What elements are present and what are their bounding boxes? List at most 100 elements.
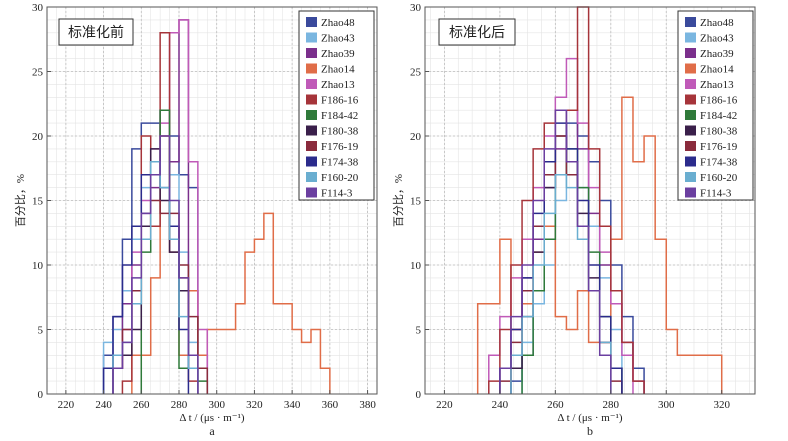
legend-swatch-f174-38: [306, 156, 317, 167]
legend-label-zhao39: Zhao39: [321, 48, 355, 60]
legend-swatch-f160-20: [306, 172, 317, 182]
chart-title: 标准化后: [449, 25, 505, 41]
legend-label-zhao39: Zhao39: [700, 48, 734, 60]
legend-label-f160-20: F160-20: [321, 172, 359, 184]
legend: Zhao48 Zhao43 Zhao39 Zhao14 Zhao13 F186-16 F18…: [677, 10, 754, 201]
y-tick-label: 30: [32, 2, 44, 14]
legend-label-f174-38: F174-38: [700, 157, 738, 169]
chart-title: 标准化前: [68, 24, 124, 41]
y-tick-label: 5: [416, 325, 422, 337]
y-tick-label: 10: [410, 260, 422, 272]
y-tick-label: 0: [38, 389, 44, 401]
series-f176-19-line: [112, 199, 209, 394]
x-axis-label: Δ t / (μs · m⁻¹): [557, 412, 622, 424]
legend-swatch-zhao48: [306, 17, 317, 27]
legend-label-f186-16: F186-16: [321, 95, 359, 107]
title-box: [438, 18, 516, 46]
legend-swatch-f114-3: [306, 187, 317, 198]
legend-swatch-zhao13: [306, 79, 317, 89]
legend-swatch-zhao39: [685, 48, 696, 58]
y-tick-label: 30: [410, 2, 422, 14]
legend-label-f174-38: F174-38: [321, 157, 359, 169]
legend-label-f176-19: F176-19: [321, 141, 359, 153]
x-tick-label: 240: [492, 399, 509, 411]
legend-label-f180-38: F180-38: [321, 126, 359, 138]
series-group: [102, 19, 331, 394]
legend-swatch-zhao14: [306, 63, 317, 74]
legend-swatch-f180-38: [685, 125, 696, 136]
chart-panel-a: 220 240 260 280 300 320 340 360 380 0 5 10 15 20 25 30 Δ…: [14, 2, 378, 438]
y-tick-label: 5: [38, 325, 44, 337]
legend-swatch-f184-42: [685, 110, 696, 120]
x-tick-label: 220: [436, 399, 453, 411]
x-tick-label: 340: [284, 399, 301, 411]
legend: Zhao48 Zhao43 Zhao39 Zhao14 Zhao13 F186-16 F18…: [298, 10, 375, 201]
legend-label-f184-42: F184-42: [321, 110, 358, 122]
series-f114-3-line: [112, 135, 199, 394]
legend-label-f186-16: F186-16: [700, 95, 738, 107]
legend-label-zhao13: Zhao13: [321, 79, 355, 91]
y-tick-label: 15: [32, 196, 44, 208]
x-tick-label: 260: [133, 399, 150, 411]
x-axis-label: Δ t / (μs · m⁻¹): [179, 412, 244, 424]
legend-label-zhao13: Zhao13: [700, 79, 734, 91]
series-f174-38-line: [499, 122, 623, 394]
x-tick-label: 260: [547, 399, 564, 411]
legend-swatch-zhao14: [685, 63, 696, 74]
y-tick-label: 20: [410, 131, 422, 143]
legend-swatch-f186-16: [685, 94, 696, 105]
legend-swatch-zhao48: [685, 17, 696, 27]
legend-swatch-f180-38: [306, 125, 317, 136]
y-tick-label: 15: [410, 196, 422, 208]
x-tick-label: 280: [171, 399, 188, 411]
legend-label-f114-3: F114-3: [321, 188, 353, 200]
legend-swatch-f176-19: [685, 141, 696, 151]
series-group: [476, 6, 723, 394]
legend-label-zhao43: Zhao43: [321, 33, 355, 45]
x-tick-label: 220: [58, 399, 75, 411]
series-f114-3-line: [499, 109, 612, 394]
y-axis-label: 百分比，%: [392, 174, 405, 227]
legend-label-f184-42: F184-42: [700, 110, 737, 122]
legend-swatch-zhao39: [306, 48, 317, 58]
legend-label-zhao14: Zhao14: [321, 64, 355, 76]
y-tick-label: 10: [32, 260, 44, 272]
y-axis-label: 百分比，%: [14, 174, 27, 227]
y-tick-label: 20: [32, 131, 44, 143]
legend-swatch-zhao43: [685, 32, 696, 43]
legend-label-zhao48: Zhao48: [700, 17, 734, 29]
x-tick-label: 280: [603, 399, 620, 411]
series-f174-38-line: [102, 161, 190, 394]
x-tick-label: 380: [359, 399, 376, 411]
chart-panel-b: 220 240 260 280 300 320 0 5 10 15 20 25 30 Δ t / (μs …: [392, 2, 756, 438]
x-tick-label: 320: [246, 399, 263, 411]
legend-label-f176-19: F176-19: [700, 141, 738, 153]
panel-label: a: [209, 424, 215, 438]
legend-label-zhao14: Zhao14: [700, 64, 734, 76]
panel-label: b: [587, 424, 593, 438]
legend-box: [677, 10, 754, 201]
legend-swatch-f176-19: [306, 141, 317, 151]
legend-swatch-f186-16: [306, 94, 317, 105]
y-tick-label: 25: [32, 67, 44, 79]
x-tick-label: 300: [208, 399, 225, 411]
y-tick-label: 25: [410, 67, 422, 79]
x-tick-label: 320: [713, 399, 730, 411]
legend-swatch-f114-3: [685, 187, 696, 198]
legend-swatch-f174-38: [685, 156, 696, 167]
legend-label-f180-38: F180-38: [700, 126, 738, 138]
x-tick-label: 360: [322, 399, 339, 411]
title-box: [58, 18, 134, 46]
y-tick-label: 0: [416, 389, 422, 401]
legend-label-zhao43: Zhao43: [700, 33, 734, 45]
legend-label-zhao48: Zhao48: [321, 17, 355, 29]
legend-swatch-f184-42: [306, 110, 317, 120]
legend-label-f160-20: F160-20: [700, 172, 738, 184]
legend-label-f114-3: F114-3: [700, 188, 732, 200]
x-tick-label: 240: [95, 399, 112, 411]
legend-swatch-zhao43: [306, 32, 317, 43]
legend-swatch-zhao13: [685, 79, 696, 89]
x-tick-label: 300: [658, 399, 675, 411]
legend-swatch-f160-20: [685, 172, 696, 182]
